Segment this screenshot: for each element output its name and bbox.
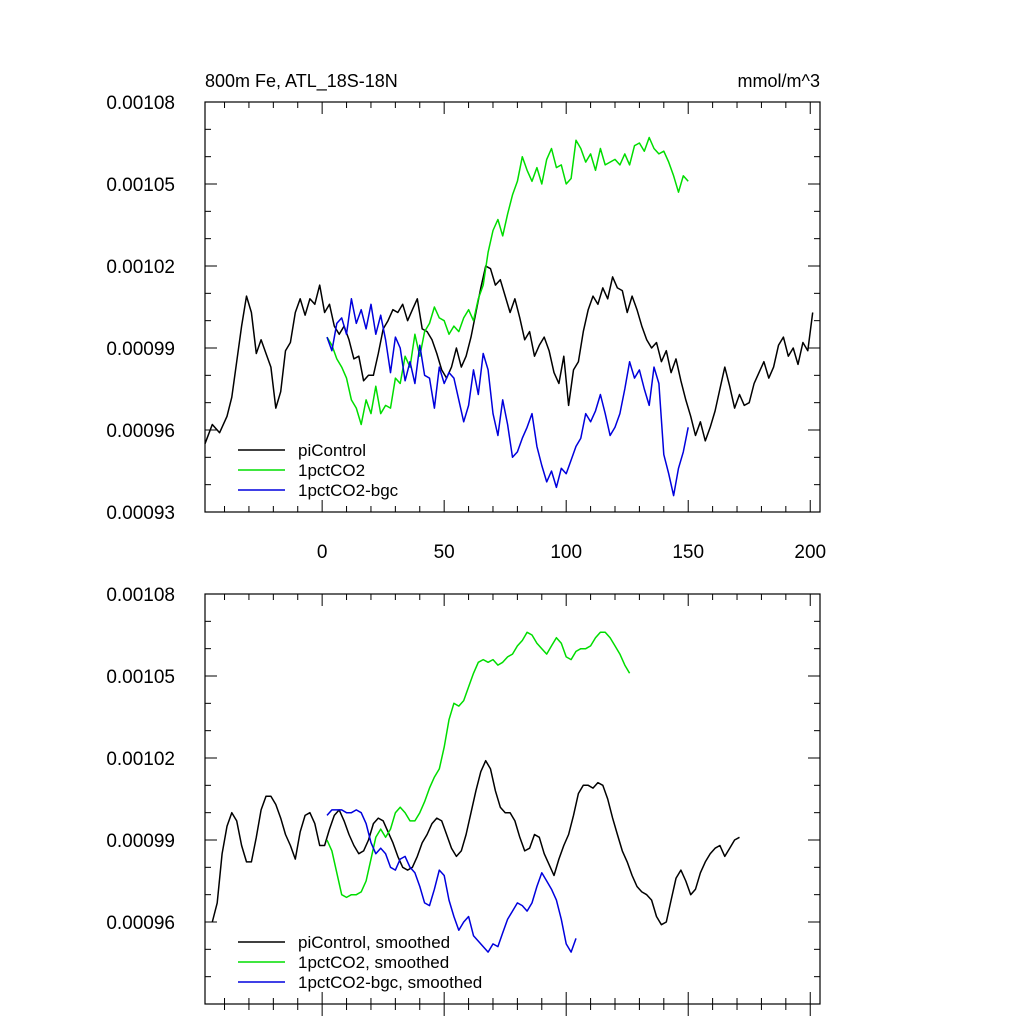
series-line-picontrol-smoothed	[211, 759, 740, 926]
legend-label: 1pctCO2	[298, 461, 365, 480]
x-tick-label: 150	[672, 542, 704, 563]
y-tick-label: 0.00108	[106, 93, 175, 114]
y-tick-label: 0.00105	[106, 667, 175, 688]
x-tick-label: 50	[434, 542, 455, 563]
y-tick-label: 0.00099	[106, 339, 175, 360]
y-tick-label: 0.00096	[106, 913, 175, 934]
series-line-1pctco2-bgc	[326, 298, 689, 497]
plot-frame-2	[204, 593, 821, 1005]
legend-label: 1pctCO2-bgc	[298, 481, 399, 500]
y-tick-label: 0.00099	[106, 831, 175, 852]
legend-label: piControl, smoothed	[298, 933, 450, 952]
y-tick-label: 0.00102	[106, 749, 175, 770]
series-line-1pctco2	[326, 136, 689, 426]
y-tick-label: 0.00096	[106, 421, 175, 442]
x-tick-label: 100	[550, 542, 582, 563]
y-tick-label: 0.00102	[106, 257, 175, 278]
y-tick-label: 0.00105	[106, 175, 175, 196]
series-line-1pctco2-smoothed	[326, 631, 631, 899]
y-tick-label: 0.00093	[106, 503, 175, 524]
chart-title: 800m Fe, ATL_18S-18N	[205, 71, 398, 92]
x-tick-label: 0	[317, 542, 328, 563]
legend-label: 1pctCO2-bgc, smoothed	[298, 973, 482, 992]
x-tick-label: 200	[794, 542, 826, 563]
series-line-1pctco2-bgc-smoothed	[326, 809, 577, 953]
y-tick-label: 0.00108	[106, 585, 175, 606]
series-line-picontrol	[204, 265, 814, 444]
legend-label: 1pctCO2, smoothed	[298, 953, 449, 972]
legend-label: piControl	[298, 441, 366, 460]
plot-frame-1	[204, 101, 821, 513]
units-label: mmol/m^3	[738, 71, 820, 91]
